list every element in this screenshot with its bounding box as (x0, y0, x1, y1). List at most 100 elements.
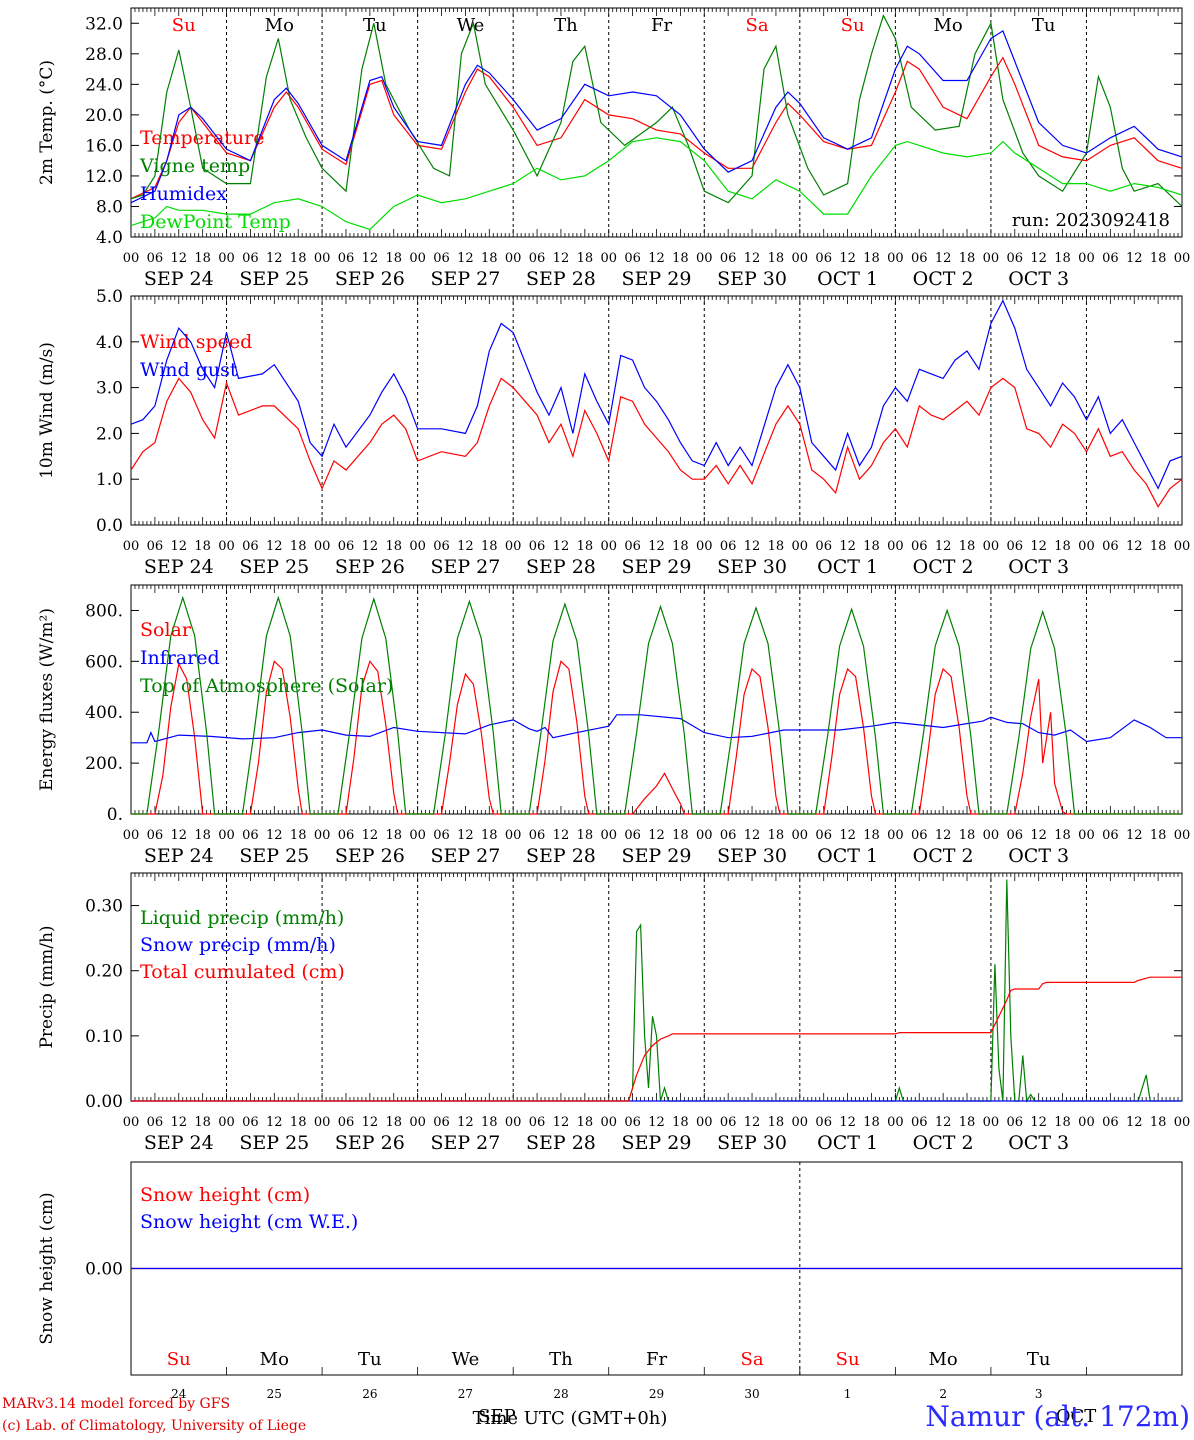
y-tick-label: 0.00 (85, 1092, 123, 1112)
hour-label: 06 (338, 1115, 355, 1130)
hour-label: 18 (1054, 251, 1071, 266)
y-axis-title: Energy fluxes (W/m²) (37, 608, 57, 791)
hour-label: 18 (577, 828, 594, 843)
date-label: SEP 24 (144, 556, 214, 578)
hour-label: 18 (577, 251, 594, 266)
hour-label: 12 (362, 251, 379, 266)
y-tick-label: 3.0 (96, 379, 123, 399)
panel-precip: 0.00 0.10 0.20 0.30 Precip (mm/h) Liquid prec… (37, 872, 1190, 1154)
hour-label: 06 (1102, 539, 1119, 554)
date-label: SEP 25 (239, 845, 309, 867)
hour-label: 00 (505, 539, 522, 554)
hour-label: 12 (648, 828, 665, 843)
date-label: OCT 3 (1008, 268, 1069, 290)
panel-snow: 0.00 Snow height (cm) Snow height (cm) Snow… (37, 1161, 1183, 1401)
hour-label: 06 (1007, 539, 1024, 554)
hour-label: 06 (911, 828, 928, 843)
hour-label: 12 (744, 251, 761, 266)
legend-entry: DewPoint Temp (140, 211, 291, 233)
hour-label: 00 (983, 828, 1000, 843)
hour-label: 18 (290, 828, 307, 843)
series-vigne-temp (130, 14, 1183, 207)
legend-entry: Solar (140, 619, 192, 641)
hour-label: 06 (242, 539, 259, 554)
hour-label: 12 (553, 828, 570, 843)
hour-label: 00 (696, 1115, 713, 1130)
hour-label: 12 (648, 539, 665, 554)
y-tick-label: 2.0 (96, 424, 123, 444)
y-tick-label: 16.0 (85, 136, 123, 156)
date-label: OCT 3 (1008, 1132, 1069, 1154)
hour-label: 12 (457, 1115, 474, 1130)
weekday-label-bottom: We (452, 1349, 480, 1370)
y-tick-label: 8.0 (96, 197, 123, 217)
hour-label: 00 (696, 251, 713, 266)
hour-label: 18 (672, 1115, 689, 1130)
hour-label: 00 (792, 1115, 809, 1130)
hour-label: 12 (935, 1115, 952, 1130)
hour-label: 06 (242, 828, 259, 843)
hour-label: 06 (338, 828, 355, 843)
weekday-label-bottom: Sa (741, 1349, 764, 1370)
legend-entry: Total cumulated (cm) (140, 961, 345, 983)
y-tick-label: 28.0 (85, 45, 123, 65)
hour-label: 12 (648, 251, 665, 266)
hour-label: 06 (911, 1115, 928, 1130)
hour-label: 00 (505, 1115, 522, 1130)
hour-label: 00 (887, 1115, 904, 1130)
hour-label: 06 (147, 828, 164, 843)
hour-label: 18 (863, 539, 880, 554)
hour-label: 18 (768, 539, 785, 554)
y-tick-label: 0.00 (85, 1260, 123, 1280)
hour-label: 00 (123, 828, 140, 843)
hour-label: 06 (1102, 828, 1119, 843)
panel-wind: 0.0 1.0 2.0 3.0 4.0 5.0 10m Wind (m/s) Wind spe… (37, 287, 1190, 578)
date-label: OCT 2 (913, 268, 974, 290)
hour-label: 00 (696, 539, 713, 554)
hour-label: 00 (887, 828, 904, 843)
series-total-cumulated-cm (131, 976, 1182, 1102)
series-wind-gust (130, 299, 1183, 490)
hour-label: 18 (290, 539, 307, 554)
hour-label: 12 (648, 1115, 665, 1130)
y-tick-label: 32.0 (85, 14, 123, 34)
weekday-label: Tu (1032, 15, 1056, 36)
hour-label: 06 (911, 539, 928, 554)
legend-entry: Vigne temp (139, 155, 250, 177)
hour-label: 06 (242, 1115, 259, 1130)
hour-label: 12 (457, 251, 474, 266)
hour-label: 00 (1174, 539, 1191, 554)
hour-label: 00 (314, 251, 331, 266)
hour-label: 12 (1030, 1115, 1047, 1130)
y-axis-title: 10m Wind (m/s) (37, 342, 57, 479)
hour-label: 18 (672, 539, 689, 554)
hour-label: 06 (720, 828, 737, 843)
hour-label: 06 (720, 539, 737, 554)
hour-label: 00 (887, 251, 904, 266)
hour-label: 06 (433, 251, 450, 266)
y-tick-label: 12.0 (85, 167, 123, 187)
y-axis-title: Precip (mm/h) (37, 925, 57, 1048)
day-number-label: 25 (267, 1387, 282, 1401)
hour-label: 00 (123, 1115, 140, 1130)
hour-label: 12 (1030, 828, 1047, 843)
date-label: OCT 3 (1008, 556, 1069, 578)
hour-label: 00 (1174, 251, 1191, 266)
date-label: OCT 2 (913, 1132, 974, 1154)
y-tick-label: 200. (85, 754, 123, 774)
hour-label: 00 (792, 828, 809, 843)
hour-label: 00 (314, 1115, 331, 1130)
weekday-label: Mo (933, 15, 962, 36)
y-tick-label: 800. (85, 601, 123, 621)
hour-label: 12 (170, 539, 187, 554)
hour-label: 18 (481, 539, 498, 554)
y-tick-label: 0.0 (96, 516, 123, 536)
hour-label: 00 (218, 1115, 235, 1130)
date-label: SEP 26 (335, 268, 405, 290)
hour-label: 12 (1126, 828, 1143, 843)
date-label: SEP 24 (144, 845, 214, 867)
hour-label: 06 (529, 251, 546, 266)
legend-entry: Wind speed (140, 331, 252, 353)
legend-entry: Infrared (140, 647, 220, 669)
